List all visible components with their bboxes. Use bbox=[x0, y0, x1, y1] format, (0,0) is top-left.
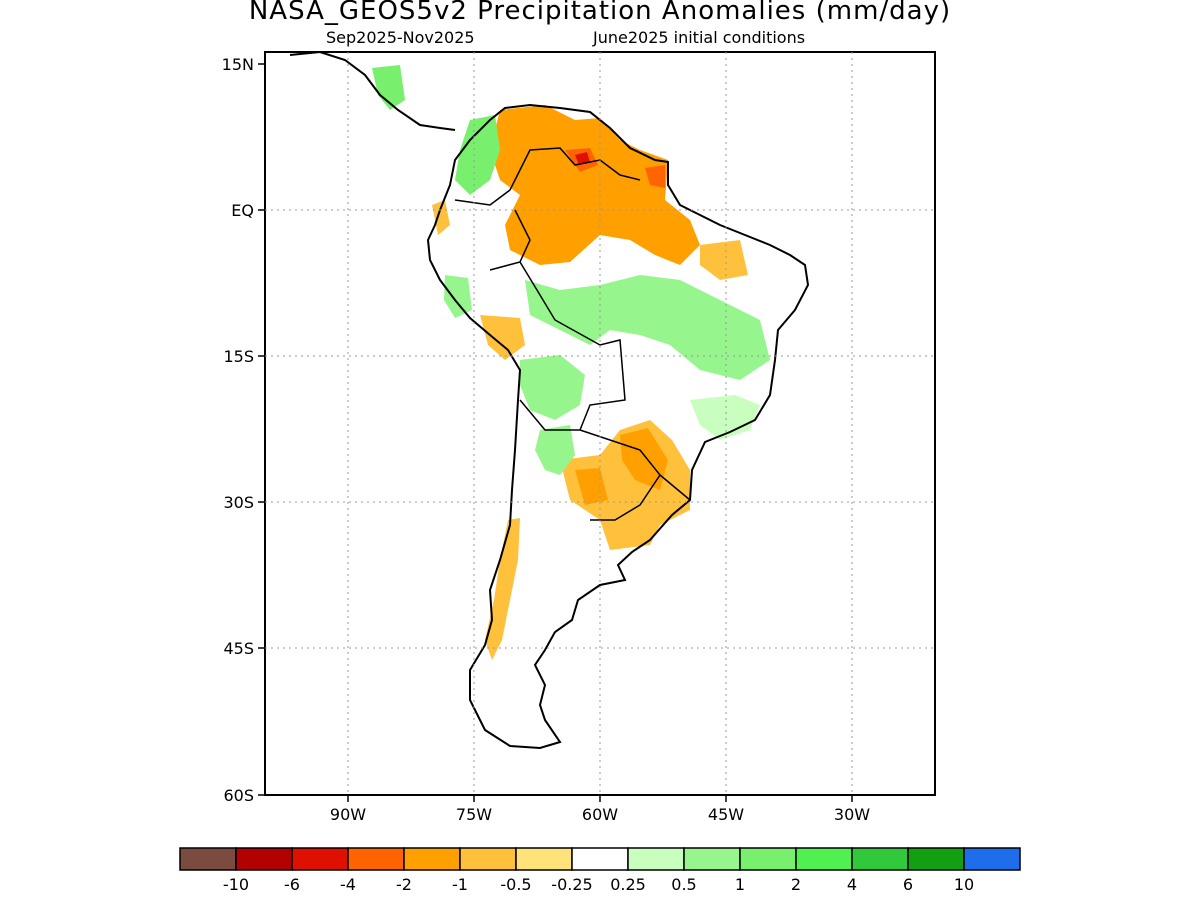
colorbar-label: -1 bbox=[452, 875, 468, 894]
colorbar-label: 0.5 bbox=[671, 875, 696, 894]
wet-anomaly-east-brazil bbox=[690, 395, 760, 440]
colorbar-swatch bbox=[459, 847, 517, 871]
dry-anomaly-ecuador bbox=[432, 200, 450, 235]
map-title: NASA_GEOS5v2 Precipitation Anomalies (mm… bbox=[248, 0, 952, 26]
lon-labels: 90W 75W 60W 45W 30W bbox=[330, 805, 870, 824]
lon-label: 90W bbox=[330, 805, 366, 824]
colorbar-swatch bbox=[795, 847, 853, 871]
colorbar-swatch bbox=[571, 847, 629, 871]
coastline bbox=[289, 52, 810, 750]
colorbar-label: 2 bbox=[791, 875, 801, 894]
lat-label: EQ bbox=[231, 201, 254, 220]
dry-anomaly-amazon-light bbox=[700, 240, 748, 280]
colorbar-label: 0.25 bbox=[610, 875, 646, 894]
init-subtitle: June2025 initial conditions bbox=[593, 28, 806, 47]
colorbar-swatch bbox=[291, 847, 349, 871]
colorbar-label: 4 bbox=[847, 875, 857, 894]
colorbar-swatch bbox=[347, 847, 405, 871]
colorbar-label: 6 bbox=[903, 875, 913, 894]
lat-label: 15N bbox=[222, 55, 254, 74]
colorbar-swatch bbox=[963, 847, 1021, 871]
colorbar-swatch bbox=[739, 847, 797, 871]
lon-label: 30W bbox=[834, 805, 870, 824]
wet-anomaly-andes bbox=[444, 275, 472, 318]
wet-anomaly-bolivia bbox=[520, 355, 585, 420]
lat-label: 30S bbox=[223, 493, 254, 512]
south-america-coastline bbox=[426, 103, 810, 750]
dry-anomaly-south-core bbox=[575, 428, 668, 505]
gridlines bbox=[265, 52, 935, 795]
lat-label: 60S bbox=[223, 786, 254, 805]
country-borders bbox=[454, 147, 691, 521]
wet-anomaly-amazon bbox=[525, 275, 770, 380]
lon-label: 75W bbox=[456, 805, 492, 824]
colorbar-swatch bbox=[907, 847, 965, 871]
lat-labels: 15N EQ 15S 30S 45S 60S bbox=[222, 55, 254, 805]
dry-anomaly-peru bbox=[480, 315, 525, 360]
colorbar-label: -0.5 bbox=[500, 875, 531, 894]
lat-label: 45S bbox=[223, 639, 254, 658]
colorbar-swatch bbox=[515, 847, 573, 871]
wet-anomaly-central-america bbox=[372, 65, 405, 110]
colorbar-label: 1 bbox=[735, 875, 745, 894]
colorbar-label: -4 bbox=[340, 875, 356, 894]
colorbar-label: -0.25 bbox=[551, 875, 592, 894]
dry-anomaly-chile bbox=[485, 518, 520, 660]
colorbar-swatch bbox=[851, 847, 909, 871]
lat-label: 15S bbox=[223, 347, 254, 366]
colorbar-label: -10 bbox=[223, 875, 249, 894]
colorbar-swatch bbox=[403, 847, 461, 871]
wet-anomaly-argentina bbox=[535, 425, 575, 475]
colorbar-swatch bbox=[627, 847, 685, 871]
lon-label: 45W bbox=[708, 805, 744, 824]
dry-anomaly-red bbox=[575, 152, 590, 165]
colorbar-label: -6 bbox=[284, 875, 300, 894]
central-america-coastline bbox=[289, 52, 456, 131]
colorbar-label: -2 bbox=[396, 875, 412, 894]
colorbar-label: 10 bbox=[954, 875, 974, 894]
lon-label: 60W bbox=[582, 805, 618, 824]
dry-anomaly-core bbox=[565, 148, 665, 188]
colorbar-swatch bbox=[683, 847, 741, 871]
anomaly-field bbox=[372, 65, 770, 660]
colorbar-swatch bbox=[179, 847, 237, 871]
wet-anomaly-colombia bbox=[455, 115, 500, 195]
colorbar: -10 -6 -4 -2 -1 -0.5 -0.25 0.25 0.5 1 2 4 6 10 bbox=[179, 847, 1021, 894]
colorbar-swatch bbox=[235, 847, 293, 871]
season-subtitle: Sep2025-Nov2025 bbox=[326, 28, 475, 47]
dry-anomaly-north bbox=[490, 105, 700, 265]
ticks bbox=[258, 63, 853, 802]
